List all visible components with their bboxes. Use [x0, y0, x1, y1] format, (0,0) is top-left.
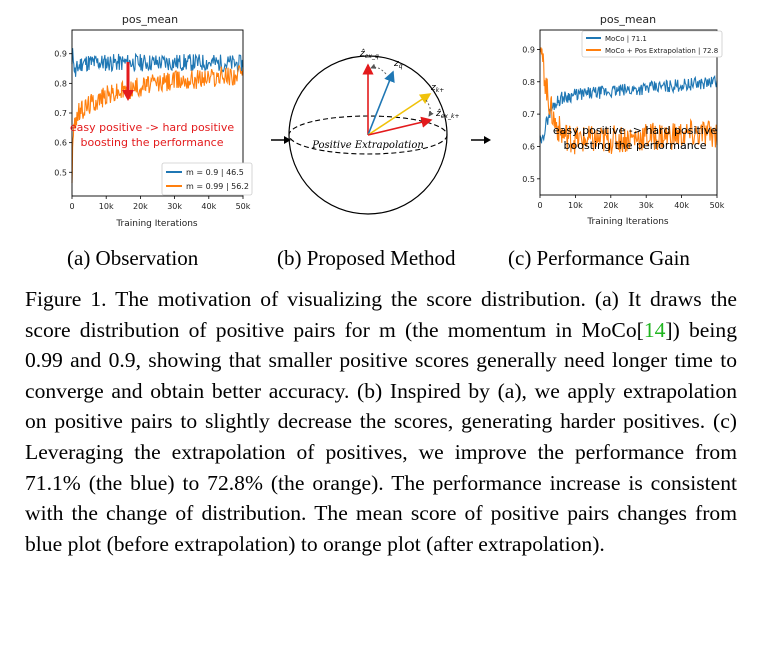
label-ex-k: ẑex_k+ [435, 109, 459, 120]
label-zq: zq [393, 59, 403, 70]
chart-c-xtick-label-1: 10k [568, 201, 583, 210]
chart-c-title: pos_mean [600, 13, 656, 26]
figure-caption: Figure 1. The motivation of visualizing … [25, 284, 737, 559]
chart-a-title: pos_mean [122, 13, 178, 26]
chart-a-xtick-label-5: 50k [236, 202, 251, 211]
chart-a-series-1 [71, 64, 244, 184]
vector-ex-k [367, 116, 433, 136]
subcaption-b: (b) Proposed Method [277, 246, 456, 270]
chart-c-ytick-label-3: 0.8 [522, 78, 535, 87]
chart-a-ytick-label-0: 0.5 [54, 168, 67, 177]
arrow-b-to-c [471, 136, 491, 144]
red-arrow-head [122, 90, 134, 101]
subcaption-c: (c) Performance Gain [508, 246, 690, 270]
chart-a-ytick-label-2: 0.7 [54, 109, 67, 118]
chart-a-series-0 [71, 48, 244, 77]
chart-a-xtick-label-3: 30k [167, 202, 182, 211]
chart-a-legend-label-0: m = 0.9 | 46.5 [186, 168, 244, 177]
chart-c-xtick-label-5: 50k [710, 201, 725, 210]
chart-c-xtick-label-4: 40k [674, 201, 689, 210]
chart-a-curves [71, 48, 244, 184]
chart-c-xtick-label-0: 0 [537, 201, 542, 210]
chart-a-annotation-line2: boosting the performance [81, 136, 224, 149]
chart-a-xtick-label-2: 20k [133, 202, 148, 211]
chart-c-ytick-label-4: 0.9 [522, 45, 535, 54]
chart-a-legend-box [161, 162, 253, 196]
chart-c-ytick-label-2: 0.7 [522, 110, 535, 119]
panel-b-proposed-method: ẑex_q zq zk+ ẑex_k+ Positive Extrapolati… [268, 0, 500, 236]
panel-c-performance-gain: pos_mean 0 10k 20k 30k 40k 50k 0.5 0.6 0.7 0.8 0.9… [505, 0, 745, 236]
extrapolation-arc-top [370, 63, 387, 75]
chart-a-ytick-label-4: 0.9 [54, 50, 67, 59]
chart-c-legend-label-1: MoCo + Pos Extrapolation | 72.8 [605, 47, 718, 55]
chart-a-xtick-label-1: 10k [99, 202, 114, 211]
positive-extrapolation-label: Positive Extrapolation [311, 140, 424, 151]
chart-c-xtick-label-3: 30k [639, 201, 654, 210]
citation-link[interactable]: 14 [643, 317, 666, 342]
chart-c-ytick-label-1: 0.6 [522, 142, 535, 151]
figure-row: pos_mean 0 10k 20k 30k 40k 50k 0.5 0.6 0.7 0.8 0.9… [0, 0, 765, 236]
vector-zk [367, 93, 432, 136]
chart-c-xlabel: Training Iterations [586, 217, 669, 227]
chart-a-xtick-label-0: 0 [69, 202, 74, 211]
panel-a-observation: pos_mean 0 10k 20k 30k 40k 50k 0.5 0.6 0.7 0.8 0.9… [30, 0, 260, 236]
extrapolation-arc-right [425, 99, 434, 117]
chart-c-frame [539, 29, 718, 196]
chart-a-ytick-label-3: 0.8 [54, 79, 67, 88]
chart-a-axes: 0 10k 20k 30k 40k 50k 0.5 0.6 0.7 0.8 0.9 [54, 29, 251, 211]
chart-a-xtick-label-4: 40k [201, 202, 216, 211]
label-ex-q: ẑex_q [359, 49, 379, 60]
chart-a-xlabel: Training Iterations [115, 219, 198, 229]
sphere-diagram: ẑex_q zq zk+ ẑex_k+ Positive Extrapolati… [288, 49, 459, 215]
chart-c-annotation-line1: easy positive -> hard positive [553, 124, 717, 137]
chart-a: pos_mean 0 10k 20k 30k 40k 50k 0.5 0.6 0.7 0.8 0.9… [54, 13, 253, 229]
arrow-a-to-b [271, 136, 291, 144]
chart-c-series-0 [539, 75, 718, 144]
chart-c-annotation-line2: boosting the performance [564, 139, 707, 152]
label-zk: zk+ [430, 83, 444, 94]
chart-c: pos_mean 0 10k 20k 30k 40k 50k 0.5 0.6 0.7 0.8 0.9… [522, 13, 725, 227]
subcaption-a: (a) Observation [67, 246, 199, 270]
chart-c-legend-label-0: MoCo | 71.1 [605, 35, 647, 43]
vector-zq [367, 70, 395, 136]
chart-c-legend-box [581, 30, 723, 58]
chart-c-curves [539, 47, 718, 155]
caption-text-after-ref: ]) being 0.99 and 0.9, showing that smal… [25, 317, 737, 556]
chart-a-legend-label-1: m = 0.99 | 56.2 [186, 182, 249, 191]
chart-c-xtick-label-2: 20k [603, 201, 618, 210]
chart-a-annotation-line1: easy positive -> hard positive [70, 121, 234, 134]
chart-a-ytick-label-1: 0.6 [54, 139, 67, 148]
chart-c-ytick-label-0: 0.5 [522, 175, 535, 184]
caption-text-before-ref: Figure 1. The motivation of visualizing … [25, 287, 737, 342]
chart-c-series-1 [539, 47, 718, 155]
chart-c-axes: 0 10k 20k 30k 40k 50k 0.5 0.6 0.7 0.8 0.9 [522, 29, 725, 210]
